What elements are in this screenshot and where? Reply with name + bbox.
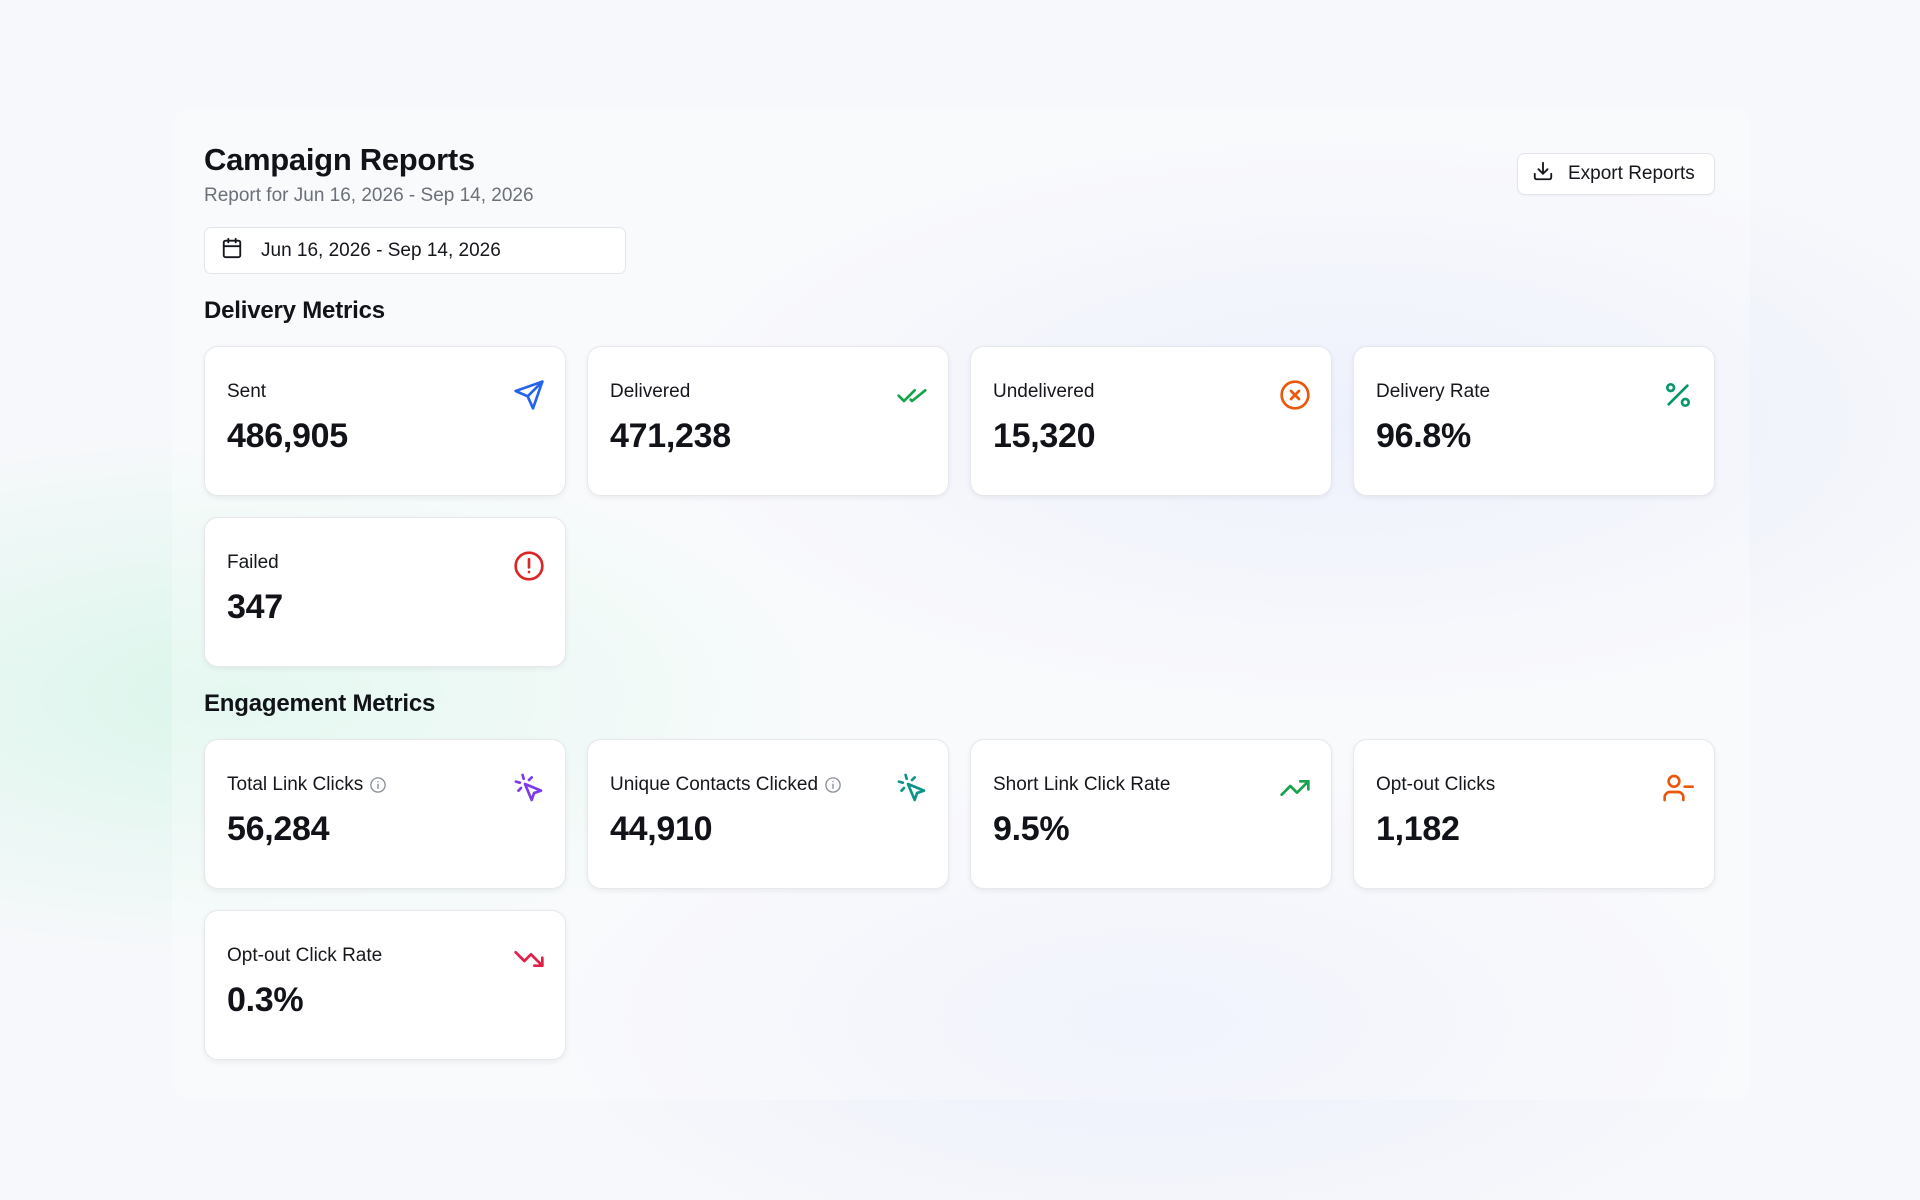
- trending-down-icon: [513, 943, 545, 975]
- export-reports-label: Export Reports: [1568, 163, 1695, 184]
- metric-value: 44,910: [610, 810, 713, 848]
- calendar-icon: [221, 237, 243, 265]
- metric-value: 1,182: [1376, 810, 1460, 848]
- metric-value: 486,905: [227, 417, 348, 455]
- double-check-icon: [896, 379, 928, 411]
- metric-card-opt-out-click-rate: Opt-out Click Rate 0.3%: [204, 910, 566, 1060]
- export-reports-button[interactable]: Export Reports: [1517, 153, 1715, 195]
- metric-value: 56,284: [227, 810, 330, 848]
- metric-label-text: Unique Contacts Clicked: [610, 774, 819, 795]
- metric-card-short-link-click-rate: Short Link Click Rate 9.5%: [970, 739, 1332, 889]
- metric-label: Failed: [227, 552, 279, 573]
- user-minus-icon: [1662, 772, 1694, 804]
- metric-label: Unique Contacts Clicked: [610, 774, 842, 796]
- pointer-click-icon: [896, 772, 928, 804]
- metric-label: Delivered: [610, 381, 691, 402]
- info-icon[interactable]: [369, 776, 387, 794]
- metric-label: Opt-out Click Rate: [227, 945, 383, 966]
- metric-label: Total Link Clicks: [227, 774, 387, 796]
- percent-icon: [1662, 379, 1694, 411]
- metric-card-sent: Sent 486,905: [204, 346, 566, 496]
- metric-value: 0.3%: [227, 981, 304, 1019]
- x-circle-icon: [1279, 379, 1311, 411]
- delivery-metrics-title: Delivery Metrics: [204, 297, 385, 324]
- page-title: Campaign Reports: [204, 142, 475, 177]
- metric-value: 471,238: [610, 417, 731, 455]
- page-subtitle: Report for Jun 16, 2026 - Sep 14, 2026: [204, 185, 534, 206]
- metric-card-delivery-rate: Delivery Rate 96.8%: [1353, 346, 1715, 496]
- date-range-value: Jun 16, 2026 - Sep 14, 2026: [261, 239, 501, 261]
- metric-value: 9.5%: [993, 810, 1070, 848]
- metric-card-undelivered: Undelivered 15,320: [970, 346, 1332, 496]
- metric-value: 96.8%: [1376, 417, 1471, 455]
- send-icon: [513, 379, 545, 411]
- date-range-picker[interactable]: Jun 16, 2026 - Sep 14, 2026: [204, 227, 626, 274]
- download-icon: [1532, 160, 1554, 188]
- metric-card-unique-contacts-clicked: Unique Contacts Clicked 44,910: [587, 739, 949, 889]
- metric-card-failed: Failed 347: [204, 517, 566, 667]
- engagement-metrics-title: Engagement Metrics: [204, 690, 436, 717]
- metric-label: Undelivered: [993, 381, 1095, 402]
- metric-label-text: Total Link Clicks: [227, 774, 364, 795]
- metric-card-opt-out-clicks: Opt-out Clicks 1,182: [1353, 739, 1715, 889]
- pointer-click-icon: [513, 772, 545, 804]
- metric-card-delivered: Delivered 471,238: [587, 346, 949, 496]
- metric-value: 15,320: [993, 417, 1096, 455]
- info-icon[interactable]: [824, 776, 842, 794]
- metric-card-total-link-clicks: Total Link Clicks 56,284: [204, 739, 566, 889]
- metric-label: Delivery Rate: [1376, 381, 1491, 402]
- trending-up-icon: [1279, 772, 1311, 804]
- metric-value: 347: [227, 588, 283, 626]
- metric-label: Opt-out Clicks: [1376, 774, 1496, 795]
- alert-circle-icon: [513, 550, 545, 582]
- metric-label: Short Link Click Rate: [993, 774, 1171, 795]
- metric-label: Sent: [227, 381, 267, 402]
